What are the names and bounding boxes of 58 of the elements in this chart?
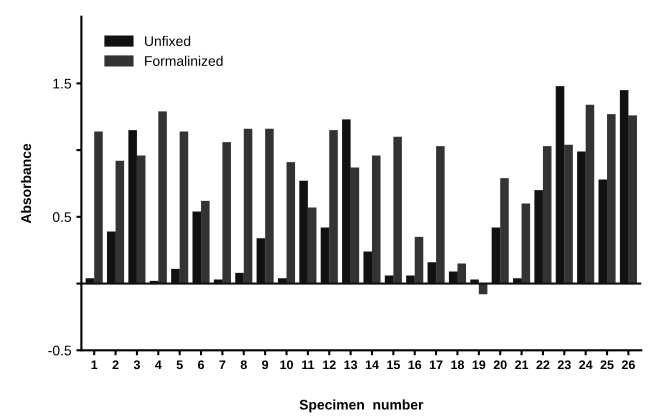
x-tick-label: 6 [198,360,204,370]
bar [201,200,210,284]
bar [158,111,167,284]
legend-label: Formalinized [145,56,223,66]
bar [116,160,124,284]
x-tick-label: 7 [219,360,226,370]
bar [500,178,509,284]
x-tick-label: 8 [240,360,247,370]
x-tick-label: 12 [323,360,336,370]
x-tick-label: 19 [472,360,486,370]
bar [522,203,530,284]
x-tick-label: 4 [155,360,162,370]
x-tick-label: 13 [344,360,358,370]
legend-label: Unfixed [145,36,190,46]
x-tick-label: 2 [112,360,119,370]
x-tick-label: 21 [515,360,528,370]
bar [222,142,231,284]
bar [286,162,296,284]
y-tick-label: 0.5 [52,212,72,222]
x-tick-label: 10 [280,360,293,370]
bar [436,146,445,284]
x-tick-label: 16 [408,360,422,370]
x-tick-label: 11 [302,360,314,370]
y-axis-title: Absorbance [20,144,32,224]
bar [244,128,252,284]
x-tick-label: 25 [600,360,614,370]
bar [372,155,381,284]
x-tick-label: 24 [579,360,593,370]
x-tick-label: 15 [387,360,400,370]
y-tick-label: 1.5 [53,78,72,89]
bar [350,167,360,284]
bar [180,131,188,284]
x-axis-title: Specimen number [300,399,424,412]
x-tick-label: 23 [558,360,571,370]
x-tick-label: 14 [366,360,379,370]
x-tick-label: 20 [494,360,507,370]
bar [542,146,552,284]
bar [414,236,424,284]
bar [393,136,402,284]
x-tick-label: 18 [451,360,464,370]
x-tick-label: 5 [176,360,183,370]
bar [628,115,637,284]
y-tick-label: -0.5 [48,346,72,356]
bar [94,131,103,284]
bar [265,128,274,284]
bar [457,264,466,284]
bar [564,144,573,284]
x-tick-label: 3 [134,360,140,370]
x-tick-label: 17 [430,360,442,370]
x-tick-label: 9 [262,360,268,370]
bar [586,104,594,284]
x-tick-label: 26 [622,360,635,370]
bar [308,208,316,284]
bar [607,114,616,284]
x-tick-label: 1 [92,360,98,370]
bar [329,130,338,284]
x-tick-label: 22 [536,360,550,370]
bar [136,155,146,284]
